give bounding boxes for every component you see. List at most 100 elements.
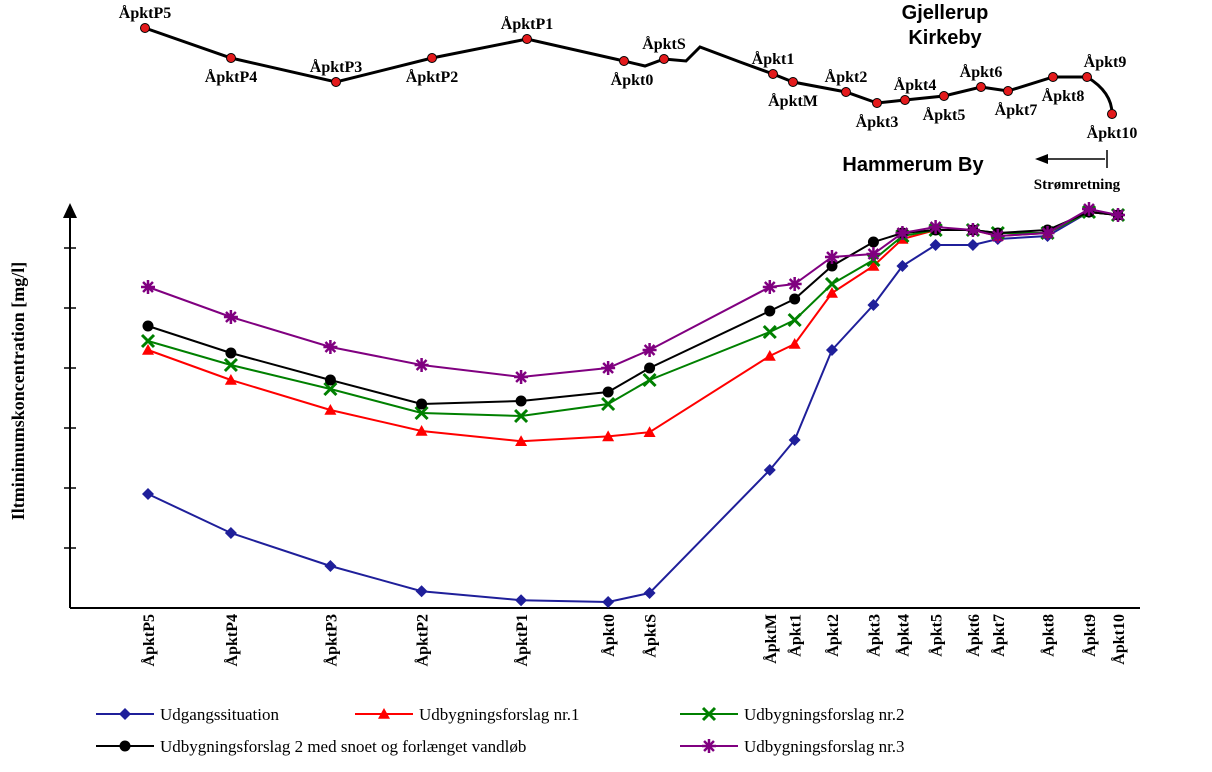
data-point-2-apktm — [763, 350, 776, 361]
data-point-5-apktp1 — [514, 370, 529, 384]
data-point-4-apkt0 — [602, 386, 614, 398]
route-point-dot — [1003, 86, 1013, 96]
data-point-1-apktm — [763, 464, 776, 476]
data-point-3-apkt0 — [601, 396, 616, 412]
route-point-label: Åpkt8 — [1042, 87, 1085, 105]
x-tick-label-apktp5: ÅpktP5 — [140, 614, 158, 666]
legend-label-5: Udbygningsforslag nr.3 — [744, 737, 905, 756]
data-point-1-apktp4 — [224, 527, 237, 539]
route-point-dot — [976, 82, 986, 92]
legend-item-1: Udgangssituation — [96, 705, 279, 724]
data-point-2-apkt0 — [602, 430, 615, 442]
route-point-apkt0: Åpkt0 — [611, 56, 653, 89]
legend-item-2: Udbygningsforslag nr.1 — [355, 705, 580, 724]
route-point-dot — [768, 69, 778, 79]
data-point-4-apktp2 — [416, 398, 428, 410]
legend-marker-4 — [119, 740, 131, 752]
legend-marker-2 — [378, 708, 390, 719]
data-point-5-apktp2 — [414, 358, 429, 372]
x-axis-tick-labels: ÅpktP5 ÅpktP4 ÅpktP3 ÅpktP2 ÅpktP1 Åpkt0 ÅpktS… — [140, 614, 1128, 667]
x-tick-label-apkt9: Åpkt9 — [1081, 614, 1099, 657]
data-point-1-apktp2 — [415, 585, 428, 598]
route-point-label: Åpkt7 — [995, 101, 1038, 119]
route-point-label: Åpkt5 — [923, 106, 966, 124]
route-point-label: ÅpktP1 — [501, 15, 553, 33]
data-point-1-apkt1 — [788, 434, 801, 446]
data-point-4-apktp4 — [225, 347, 237, 359]
x-tick-label-apkt3: Åpkt3 — [865, 614, 883, 657]
route-point-label: Åpkt6 — [960, 63, 1003, 81]
data-point-2-apkts — [643, 426, 656, 437]
route-point-dot — [522, 34, 532, 44]
route-point-label: Åpkt1 — [752, 50, 795, 68]
x-tick-label-apkt1: Åpkt1 — [787, 614, 805, 657]
data-point-4-apkt2 — [826, 260, 838, 272]
route-point-label: Åpkt4 — [894, 76, 937, 94]
data-point-4-apktp1 — [515, 395, 527, 407]
route-point-dot — [1048, 72, 1058, 82]
data-point-3-apktp5 — [140, 333, 156, 349]
chart-legend: Udgangssituation Udbygningsforslag nr.1 Ud… — [96, 705, 905, 756]
route-point-apktp1: ÅpktP1 — [501, 15, 553, 44]
route-point-label: ÅpktP5 — [119, 4, 171, 22]
route-point-label: ÅpktP4 — [205, 68, 257, 86]
data-point-5-apkt3 — [866, 247, 881, 261]
route-point-dot — [900, 95, 910, 105]
x-tick-label-apktp2: ÅpktP2 — [414, 614, 432, 666]
series-1 — [142, 206, 1124, 608]
data-point-2-apktp5 — [142, 344, 154, 355]
route-point-label: Åpkt3 — [856, 113, 899, 131]
legend-item-5: Udbygningsforslag nr.3 — [680, 737, 905, 756]
route-point-label: ÅpktS — [642, 35, 686, 53]
town-label-upper-line2: Kirkeby — [908, 27, 982, 49]
data-point-5-apkt2 — [824, 250, 839, 264]
route-points: ÅpktP5 ÅpktP4 ÅpktP3 ÅpktP2 ÅpktP1 Åpkt0 ÅpktS… — [119, 4, 1138, 142]
x-tick-label-apkt6: Åpkt6 — [965, 614, 983, 657]
chart-axes: Iltminimumskoncentration [mg/l] ÅpktP5 Åp… — [8, 203, 1140, 666]
data-point-5-apktp4 — [223, 310, 238, 324]
data-point-1-apktp5 — [142, 488, 154, 500]
data-point-4-apkt1 — [789, 293, 801, 305]
data-point-1-apkt3 — [867, 299, 880, 311]
route-point-dot — [1082, 72, 1092, 82]
data-point-1-apkts — [643, 587, 656, 599]
data-point-4-apkts — [644, 362, 656, 374]
data-point-2-apkt2 — [825, 287, 838, 298]
route-point-apkt6: Åpkt6 — [960, 63, 1003, 92]
route-point-apkt4: Åpkt4 — [894, 76, 937, 105]
series-2 — [142, 206, 1124, 446]
legend-item-3: Udbygningsforslag nr.2 — [680, 705, 905, 724]
legend-label-2: Udbygningsforslag nr.1 — [419, 705, 580, 724]
legend-item-4: Udbygningsforslag 2 med snoet og forlæng… — [96, 737, 526, 756]
x-tick-label-apkt5: Åpkt5 — [928, 614, 946, 657]
town-label-upper-line1: Gjellerup — [902, 2, 989, 24]
data-point-4-apkt3 — [867, 236, 879, 248]
x-tick-label-apkt4: Åpkt4 — [894, 614, 912, 657]
data-point-3-apkt2 — [824, 276, 840, 292]
data-point-2-apktp4 — [224, 374, 237, 385]
x-tick-label-apktp1: ÅpktP1 — [513, 614, 531, 666]
data-point-5-apkt0 — [601, 361, 616, 375]
legend-label-4: Udbygningsforslag 2 med snoet og forlæng… — [160, 737, 526, 756]
data-point-5-apkt1 — [787, 277, 802, 291]
route-point-dot — [140, 23, 150, 33]
town-label-lower: Hammerum By — [842, 154, 984, 176]
data-point-3-apkt1 — [787, 312, 802, 328]
data-point-4-apktm — [764, 305, 776, 317]
data-point-1-apktp1 — [515, 594, 528, 607]
route-point-apkt3: Åpkt3 — [856, 98, 899, 131]
series-line-1 — [147, 210, 1119, 604]
route-point-apktp4: ÅpktP4 — [205, 53, 257, 86]
route-point-dot — [1107, 109, 1117, 119]
x-tick-label-apkt10: Åpkt10 — [1110, 614, 1128, 665]
y-axis-ticks — [64, 247, 76, 549]
x-tick-label-apktp3: ÅpktP3 — [322, 614, 340, 666]
route-point-apkt8: Åpkt8 — [1042, 72, 1085, 105]
data-point-2-apktp2 — [415, 425, 428, 436]
data-point-5-apkt8 — [1040, 226, 1055, 240]
route-point-dot — [226, 53, 236, 63]
data-point-3-apktp2 — [414, 405, 429, 421]
data-point-3-apktp3 — [323, 381, 338, 397]
data-point-5-apkts — [642, 343, 657, 357]
